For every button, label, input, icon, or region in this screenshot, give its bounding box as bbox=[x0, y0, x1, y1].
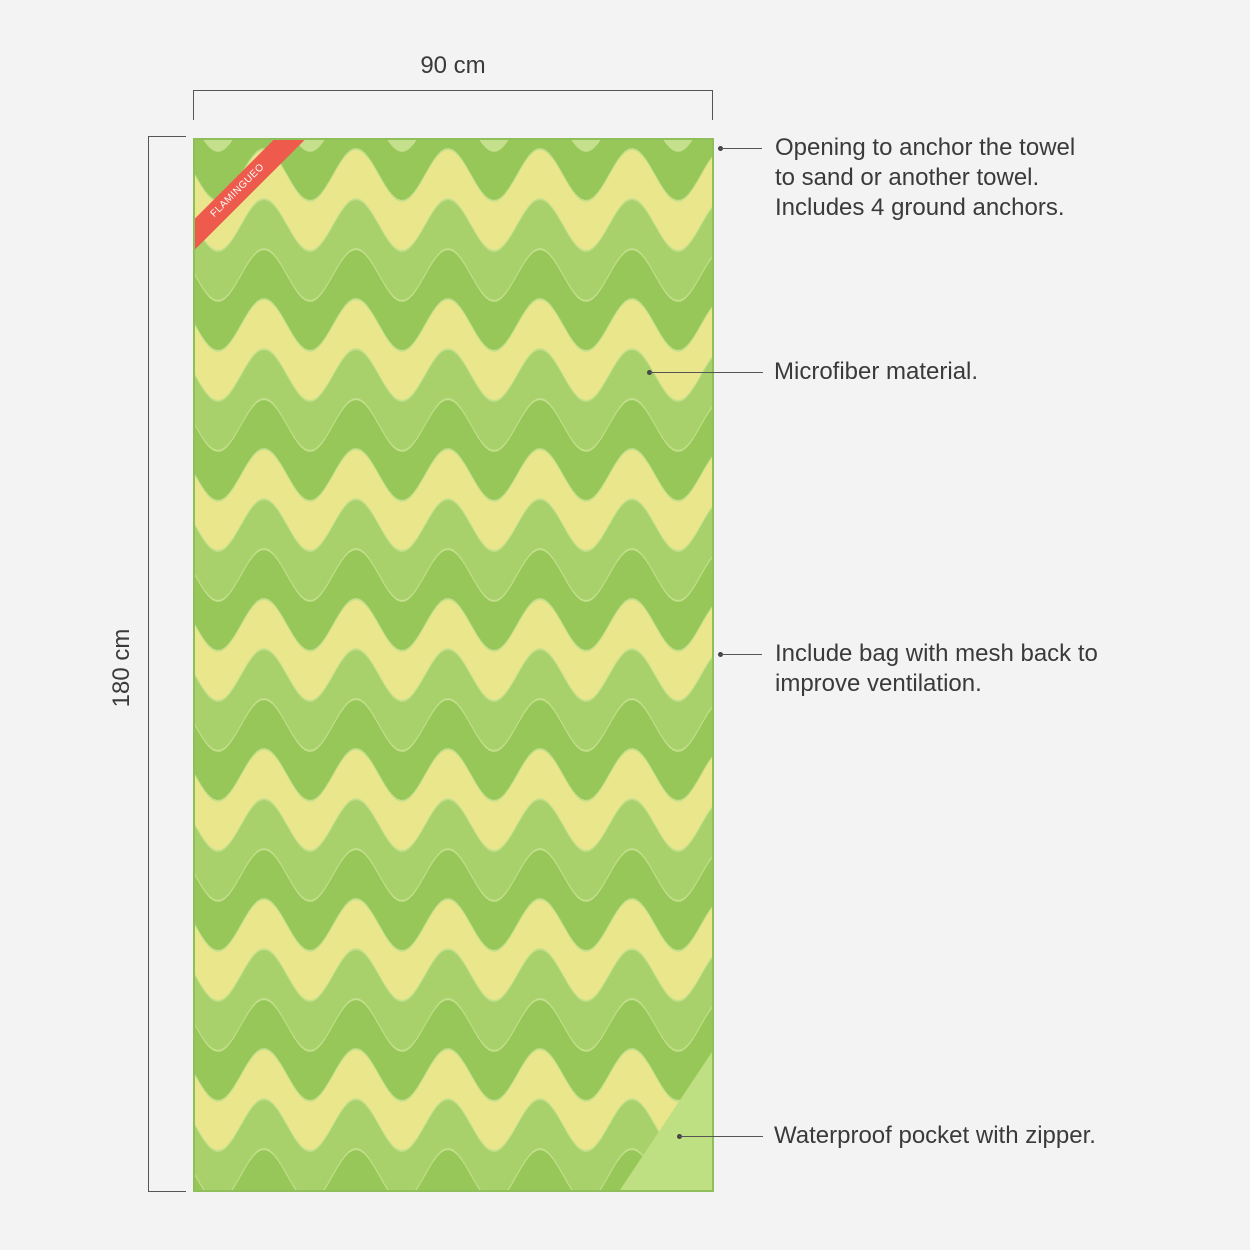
yellow-wave-stripe bbox=[195, 150, 712, 250]
yellow-wave-stripe bbox=[195, 300, 712, 400]
width-dimension-label: 90 cm bbox=[420, 52, 486, 79]
yellow-wave-stripe bbox=[195, 1050, 712, 1150]
annotation-line: Opening to anchor the towel bbox=[775, 134, 1076, 161]
annotation-line: Waterproof pocket with zipper. bbox=[774, 1122, 1096, 1149]
green-wave-stripe bbox=[195, 850, 712, 950]
annotation-microfiber: Microfiber material. bbox=[774, 357, 978, 387]
width-dimension-bracket bbox=[193, 90, 713, 120]
pocket-leader bbox=[679, 1136, 763, 1137]
green-wave-stripe bbox=[195, 700, 712, 800]
green-wave-stripe bbox=[195, 1000, 712, 1100]
annotation-anchor-opening: Opening to anchor the towel to sand or a… bbox=[775, 133, 1075, 223]
green-wave-stripe bbox=[195, 800, 712, 900]
annotation-bag: Include bag with mesh back to improve ve… bbox=[775, 639, 1098, 699]
height-dimension-label: 180 cm bbox=[108, 628, 135, 708]
anchor-opening-leader bbox=[720, 148, 762, 149]
annotation-pocket: Waterproof pocket with zipper. bbox=[774, 1121, 1096, 1151]
microfiber-leader bbox=[649, 372, 763, 373]
annotation-line: improve ventilation. bbox=[775, 670, 982, 697]
green-wave-stripe bbox=[195, 400, 712, 500]
annotation-line: to sand or another towel. bbox=[775, 164, 1040, 191]
green-wave-stripe bbox=[195, 550, 712, 650]
yellow-wave-stripe bbox=[195, 600, 712, 700]
annotation-line: Includes 4 ground anchors. bbox=[775, 194, 1065, 221]
green-wave-stripe bbox=[195, 500, 712, 600]
green-wave-stripe bbox=[195, 1150, 712, 1190]
height-dimension-bracket bbox=[148, 136, 186, 1192]
bag-leader bbox=[720, 654, 762, 655]
green-wave-stripe bbox=[195, 250, 712, 350]
green-wave-stripe bbox=[195, 650, 712, 750]
green-wave-stripe bbox=[195, 1100, 712, 1190]
green-wave-stripe bbox=[195, 200, 712, 300]
towel-illustration: FLAMINGUEO bbox=[193, 138, 714, 1192]
yellow-wave-stripe bbox=[195, 450, 712, 550]
annotation-line: Microfiber material. bbox=[774, 358, 979, 385]
yellow-wave-stripe bbox=[195, 750, 712, 850]
yellow-wave-stripe bbox=[195, 900, 712, 1000]
green-wave-stripe bbox=[195, 350, 712, 450]
green-wave-stripe bbox=[195, 950, 712, 1050]
annotation-line: Include bag with mesh back to bbox=[775, 640, 1098, 667]
wave-pattern bbox=[195, 140, 712, 1190]
green-wave-stripe bbox=[195, 140, 712, 200]
